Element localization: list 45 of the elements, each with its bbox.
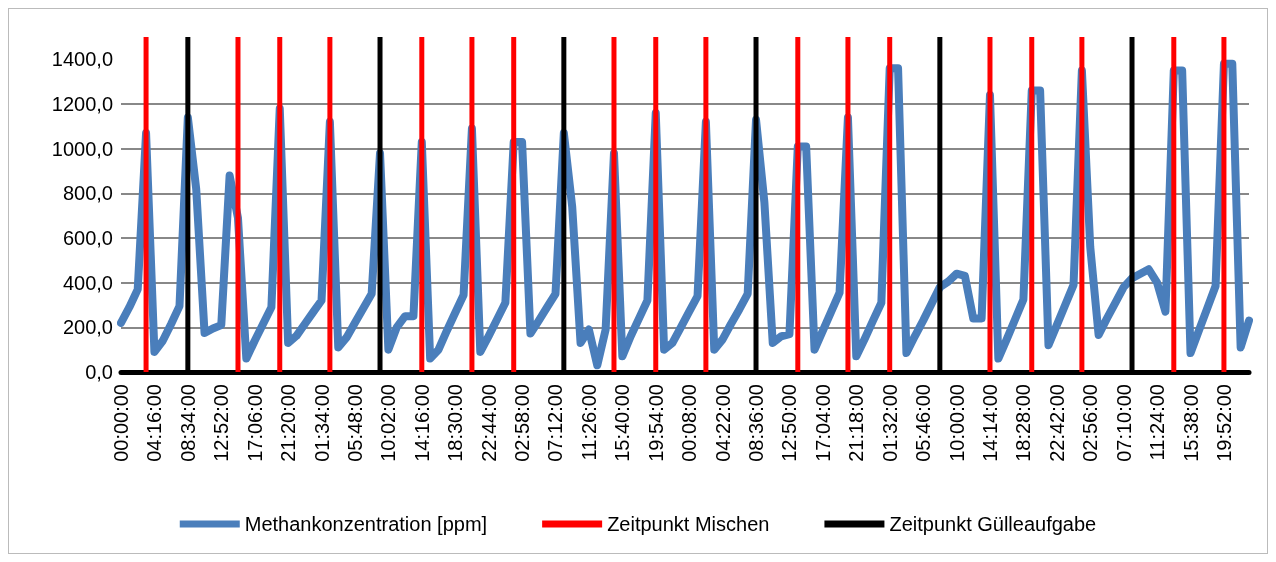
x-tick-label: 22:44:00	[477, 384, 500, 462]
y-tick-label: 1400,0	[51, 48, 113, 71]
x-tick-label: 10:00:00	[945, 384, 968, 462]
x-tick-label: 14:16:00	[410, 384, 433, 462]
y-tick-label: 0,0	[85, 361, 113, 383]
x-tick-label: 08:36:00	[745, 384, 768, 462]
x-tick-label: 19:52:00	[1212, 384, 1235, 462]
x-tick-label: 11:26:00	[577, 384, 600, 461]
x-tick-label: 01:34:00	[310, 384, 333, 462]
x-tick-label: 15:38:00	[1179, 384, 1202, 462]
x-tick-label: 02:56:00	[1079, 384, 1102, 462]
x-tick-label: 10:02:00	[377, 384, 400, 462]
x-tick-label: 01:32:00	[878, 384, 901, 462]
x-tick-label: 15:40:00	[611, 384, 634, 462]
x-tick-label: 21:18:00	[845, 384, 868, 462]
x-tick-label: 07:10:00	[1112, 384, 1135, 462]
y-tick-label: 1200,0	[51, 93, 113, 115]
x-tick-label: 00:08:00	[678, 384, 701, 462]
x-tick-label: 12:52:00	[210, 384, 233, 462]
legend-label: Zeitpunkt Gülleaufgabe	[889, 513, 1097, 535]
y-tick-label: 400,0	[62, 271, 113, 294]
x-tick-label: 08:34:00	[176, 384, 199, 462]
legend-label: Zeitpunkt Mischen	[607, 513, 770, 535]
x-tick-label: 05:48:00	[343, 384, 366, 462]
x-tick-label: 14:14:00	[978, 384, 1001, 462]
x-tick-label: 11:24:00	[1146, 384, 1169, 461]
y-tick-label: 200,0	[62, 316, 113, 339]
x-tick-label: 19:54:00	[644, 384, 667, 462]
x-tick-label: 18:30:00	[444, 384, 467, 462]
x-tick-label: 12:50:00	[778, 384, 801, 462]
y-tick-label: 1000,0	[51, 137, 113, 160]
x-tick-label: 02:58:00	[511, 384, 534, 462]
x-tick-label: 04:22:00	[711, 384, 734, 462]
y-tick-label: 600,0	[62, 227, 113, 249]
y-tick-label: 800,0	[62, 182, 113, 205]
x-tick-label: 07:12:00	[544, 384, 567, 462]
x-tick-label: 00:00:00	[110, 384, 132, 462]
x-tick-label: 04:16:00	[143, 384, 166, 462]
x-tick-label: 17:06:00	[243, 384, 266, 462]
x-tick-label: 21:20:00	[277, 384, 300, 462]
x-tick-label: 22:42:00	[1045, 384, 1068, 462]
x-tick-label: 17:04:00	[811, 384, 834, 462]
legend-label: Methankonzentration [ppm]	[244, 513, 488, 535]
x-tick-label: 05:46:00	[912, 384, 935, 462]
x-tick-label: 18:28:00	[1012, 384, 1035, 462]
